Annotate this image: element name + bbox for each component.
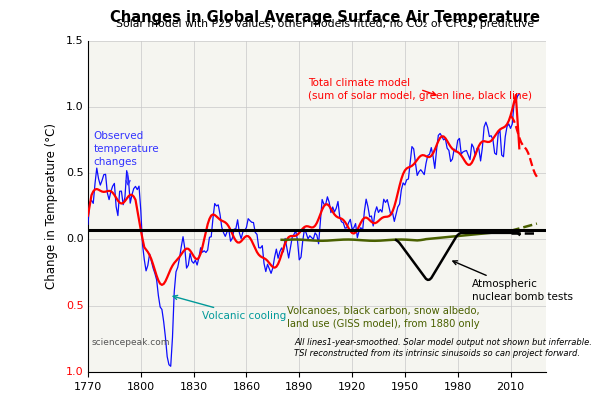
- Text: All lines1-year-smoothed. Solar model output not shown but inferrable.: All lines1-year-smoothed. Solar model ou…: [294, 339, 592, 347]
- Text: sciencepeak.com: sciencepeak.com: [92, 339, 170, 347]
- Text: TSI reconstructed from its intrinsic sinusoids so can project forward.: TSI reconstructed from its intrinsic sin…: [294, 349, 580, 358]
- Text: Volcanoes, black carbon, snow albedo,
land use (GISS model), from 1880 only: Volcanoes, black carbon, snow albedo, la…: [287, 306, 480, 329]
- Text: 0.5: 0.5: [66, 301, 84, 311]
- Text: Total climate model
(sum of solar model, green line, black line): Total climate model (sum of solar model,…: [308, 78, 532, 101]
- Text: 1.0: 1.0: [66, 367, 84, 377]
- Text: Observed
temperature
changes: Observed temperature changes: [93, 131, 159, 185]
- Text: 0.5: 0.5: [66, 168, 84, 178]
- Text: Solar model with P25 values, other models fitted, no CO₂ or CFCs, predictive: Solar model with P25 values, other model…: [116, 19, 534, 29]
- Text: Atmospheric
nuclear bomb tests: Atmospheric nuclear bomb tests: [453, 261, 573, 303]
- Text: Volcanic cooling: Volcanic cooling: [173, 295, 287, 321]
- Y-axis label: Change in Temperature (°C): Change in Temperature (°C): [45, 123, 58, 289]
- Text: 0.0: 0.0: [66, 234, 84, 244]
- Text: Changes in Global Average Surface Air Temperature: Changes in Global Average Surface Air Te…: [110, 10, 540, 25]
- Text: 1.0: 1.0: [66, 102, 84, 112]
- Text: 1.5: 1.5: [66, 36, 84, 46]
